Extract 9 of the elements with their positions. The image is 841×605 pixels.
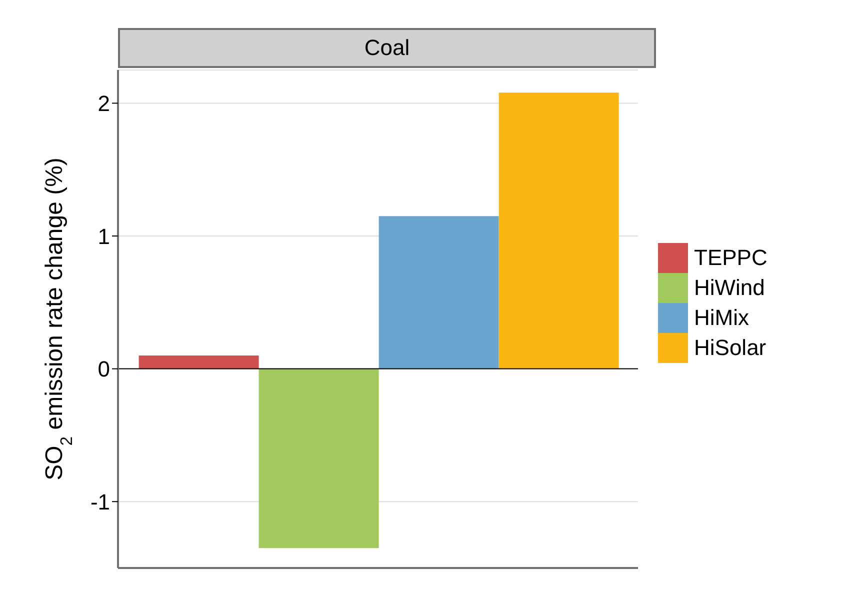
- legend-label: HiSolar: [694, 335, 766, 361]
- legend-label: HiWind: [694, 275, 765, 301]
- legend-label: HiMix: [694, 305, 749, 331]
- y-tick-label: -1: [90, 489, 110, 514]
- y-tick-label: 2: [98, 91, 110, 116]
- legend-label: TEPPC: [694, 245, 768, 271]
- chart-title: Coal: [118, 28, 656, 68]
- y-tick-label: 0: [98, 356, 110, 382]
- y-tick-label: 1: [98, 224, 110, 249]
